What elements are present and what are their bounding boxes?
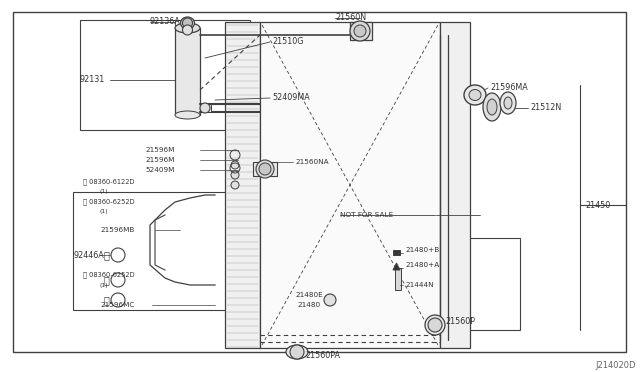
Text: 21596MC: 21596MC <box>100 302 134 308</box>
Text: Ⓢ 08360-6252D: Ⓢ 08360-6252D <box>83 199 134 205</box>
Text: NOT FOR SALE: NOT FOR SALE <box>340 212 393 218</box>
Ellipse shape <box>500 92 516 114</box>
Bar <box>225 22 260 348</box>
Bar <box>393 250 400 255</box>
Bar <box>80 20 250 130</box>
Text: 21450: 21450 <box>585 201 611 209</box>
Circle shape <box>231 171 239 179</box>
Polygon shape <box>393 263 400 270</box>
Text: 21480: 21480 <box>297 302 320 308</box>
Text: 21596M: 21596M <box>145 157 174 163</box>
Text: 21596M: 21596M <box>145 147 174 153</box>
Ellipse shape <box>504 97 512 109</box>
Text: 21510G: 21510G <box>272 38 303 46</box>
Text: 21596MA: 21596MA <box>490 83 528 93</box>
Ellipse shape <box>256 160 274 178</box>
Bar <box>175 28 200 115</box>
Ellipse shape <box>425 315 445 335</box>
Circle shape <box>354 25 366 37</box>
Circle shape <box>259 163 271 175</box>
Text: Ⓢ 08360-6122D: Ⓢ 08360-6122D <box>83 179 134 185</box>
Text: Ⓢ: Ⓢ <box>103 275 109 285</box>
Bar <box>253 162 277 176</box>
Bar <box>350 22 372 40</box>
Circle shape <box>111 293 125 307</box>
Ellipse shape <box>182 25 193 35</box>
Text: (1): (1) <box>100 282 109 288</box>
Text: 21480E: 21480E <box>295 292 323 298</box>
Text: (1): (1) <box>100 209 109 215</box>
Bar <box>203 104 211 112</box>
Text: 52409MA: 52409MA <box>272 93 310 103</box>
Ellipse shape <box>487 99 497 115</box>
Ellipse shape <box>286 345 308 359</box>
Text: J214020D: J214020D <box>595 360 636 369</box>
Text: 52409M: 52409M <box>145 167 174 173</box>
Text: 92136A: 92136A <box>150 17 180 26</box>
Text: 21444N: 21444N <box>405 282 434 288</box>
Bar <box>73 192 234 310</box>
Ellipse shape <box>350 21 370 41</box>
Ellipse shape <box>464 85 486 105</box>
Circle shape <box>290 345 304 359</box>
Circle shape <box>324 294 336 306</box>
Ellipse shape <box>469 90 481 100</box>
Text: (1): (1) <box>100 189 109 195</box>
Text: 21560N: 21560N <box>335 13 366 22</box>
Ellipse shape <box>175 111 200 119</box>
Ellipse shape <box>180 17 195 29</box>
Ellipse shape <box>483 93 501 121</box>
Circle shape <box>182 18 193 28</box>
Ellipse shape <box>175 23 200 33</box>
Circle shape <box>111 248 125 262</box>
Circle shape <box>428 318 442 332</box>
Bar <box>440 22 470 348</box>
Text: 21480+B: 21480+B <box>405 247 439 253</box>
Text: 21560P: 21560P <box>445 317 475 327</box>
Text: 21560NA: 21560NA <box>295 159 328 165</box>
Text: Ⓢ: Ⓢ <box>103 250 109 260</box>
Circle shape <box>231 161 239 169</box>
Bar <box>260 22 440 348</box>
Text: 92446A: 92446A <box>73 250 104 260</box>
Text: 21480+A: 21480+A <box>405 262 439 268</box>
Circle shape <box>111 273 125 287</box>
Text: Ⓢ 08360-6252D: Ⓢ 08360-6252D <box>83 272 134 278</box>
Circle shape <box>231 181 239 189</box>
Text: 21560PA: 21560PA <box>305 350 340 359</box>
Text: 92131: 92131 <box>80 76 105 84</box>
Text: 21512N: 21512N <box>530 103 561 112</box>
Text: 21596MB: 21596MB <box>100 227 134 233</box>
Text: Ⓢ: Ⓢ <box>103 295 109 305</box>
Ellipse shape <box>200 103 210 113</box>
Bar <box>388 238 520 330</box>
Bar <box>395 268 401 290</box>
